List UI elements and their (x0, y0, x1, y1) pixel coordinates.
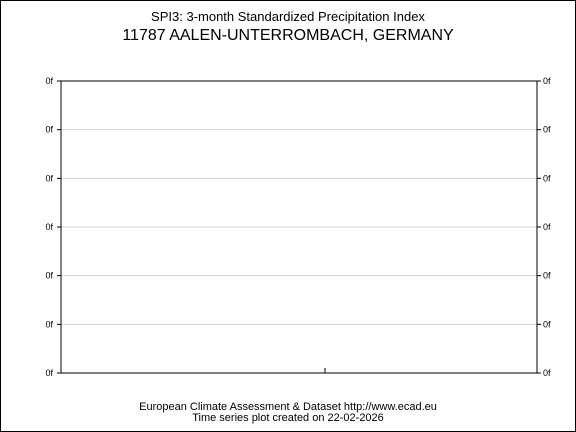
y-tick-label-right: 0f (543, 173, 551, 183)
footer-created: Time series plot created on 22-02-2026 (192, 412, 384, 424)
y-tick-label-left: 0f (45, 368, 53, 378)
y-tick-label-right: 0f (543, 222, 551, 232)
y-tick-label-left: 0f (45, 319, 53, 329)
y-tick-label-left: 0f (45, 173, 53, 183)
y-tick-label-left: 0f (45, 76, 53, 86)
y-tick-label-right: 0f (543, 368, 551, 378)
y-tick-label-right: 0f (543, 271, 551, 281)
y-tick-label-right: 0f (543, 76, 551, 86)
y-tick-label-right: 0f (543, 125, 551, 135)
chart-title: SPI3: 3-month Standardized Precipitation… (151, 9, 425, 24)
y-tick-label-left: 0f (45, 222, 53, 232)
footer-source: European Climate Assessment & Dataset ht… (139, 401, 437, 413)
y-tick-label-left: 0f (45, 125, 53, 135)
y-axis-right: 0f 0f 0f 0f 0f 0f 0f (537, 76, 551, 378)
chart-subtitle: 11787 AALEN-UNTERROMBACH, GERMANY (122, 27, 454, 44)
y-tick-label-left: 0f (45, 271, 53, 281)
y-axis-left: 0f 0f 0f 0f 0f 0f 0f (45, 76, 61, 378)
y-tick-label-right: 0f (543, 319, 551, 329)
gridlines (61, 129, 537, 325)
